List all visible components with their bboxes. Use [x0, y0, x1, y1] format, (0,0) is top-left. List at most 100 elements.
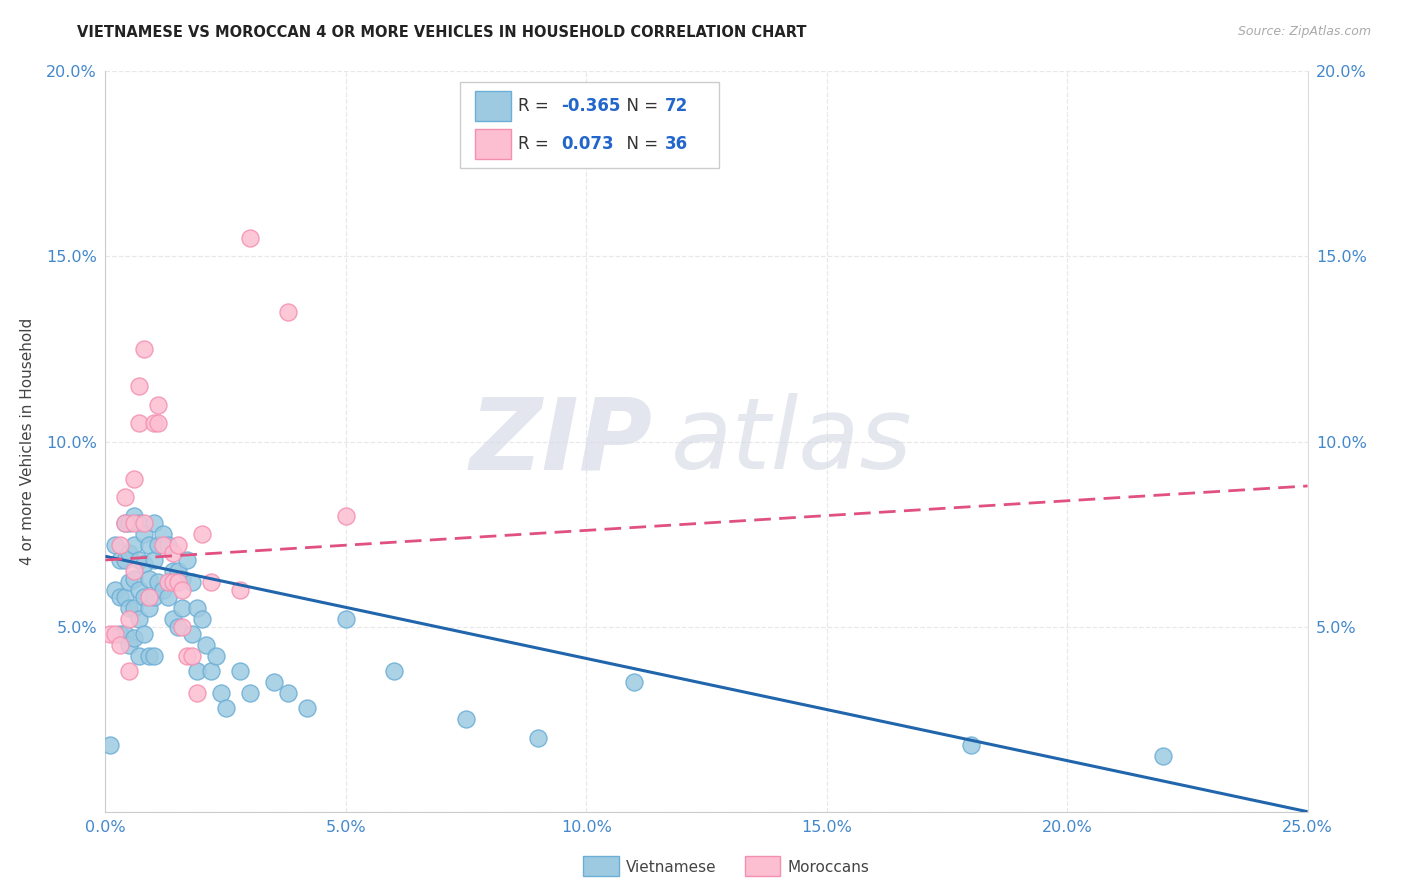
Point — [623, 675, 645, 690]
Point — [108, 590, 131, 604]
Point — [190, 527, 212, 541]
Point — [118, 638, 141, 652]
Point — [124, 472, 146, 486]
Point — [162, 564, 184, 578]
Point — [138, 538, 160, 552]
Point — [128, 649, 150, 664]
Point — [118, 575, 141, 590]
Text: Moroccans: Moroccans — [787, 860, 869, 874]
Point — [118, 664, 141, 678]
Point — [186, 601, 208, 615]
Text: 36: 36 — [665, 135, 688, 153]
Point — [166, 575, 188, 590]
Point — [142, 649, 165, 664]
Point — [128, 612, 150, 626]
Point — [166, 564, 188, 578]
Point — [142, 416, 165, 430]
Text: 72: 72 — [665, 97, 688, 115]
Point — [172, 601, 194, 615]
Point — [456, 712, 478, 726]
Point — [114, 553, 136, 567]
FancyBboxPatch shape — [474, 91, 510, 120]
Point — [104, 582, 127, 597]
Point — [114, 627, 136, 641]
FancyBboxPatch shape — [460, 82, 718, 168]
Point — [124, 572, 146, 586]
Point — [108, 638, 131, 652]
Point — [239, 231, 262, 245]
Point — [124, 564, 146, 578]
Point — [98, 627, 121, 641]
Point — [118, 516, 141, 530]
Point — [205, 649, 228, 664]
Point — [186, 664, 208, 678]
Point — [118, 601, 141, 615]
Point — [181, 627, 204, 641]
Point — [124, 601, 146, 615]
Point — [128, 379, 150, 393]
Point — [181, 649, 204, 664]
Point — [124, 508, 146, 523]
Point — [98, 738, 121, 752]
Point — [200, 664, 222, 678]
Point — [142, 553, 165, 567]
Point — [114, 590, 136, 604]
Point — [156, 575, 179, 590]
Point — [124, 516, 146, 530]
Point — [335, 508, 357, 523]
Text: N =: N = — [616, 135, 664, 153]
Point — [162, 575, 184, 590]
Point — [382, 664, 405, 678]
Text: Source: ZipAtlas.com: Source: ZipAtlas.com — [1237, 25, 1371, 38]
Point — [132, 527, 155, 541]
Point — [142, 516, 165, 530]
Point — [114, 516, 136, 530]
Point — [172, 582, 194, 597]
Point — [239, 686, 262, 700]
Text: Vietnamese: Vietnamese — [626, 860, 716, 874]
Point — [128, 416, 150, 430]
Point — [128, 582, 150, 597]
Point — [277, 686, 299, 700]
Point — [152, 527, 174, 541]
Text: ZIP: ZIP — [470, 393, 652, 490]
Text: -0.365: -0.365 — [561, 97, 620, 115]
Point — [166, 538, 188, 552]
Point — [104, 627, 127, 641]
Point — [138, 601, 160, 615]
Text: VIETNAMESE VS MOROCCAN 4 OR MORE VEHICLES IN HOUSEHOLD CORRELATION CHART: VIETNAMESE VS MOROCCAN 4 OR MORE VEHICLE… — [77, 25, 807, 40]
Point — [118, 612, 141, 626]
Point — [527, 731, 550, 745]
Point — [124, 631, 146, 645]
Point — [166, 619, 188, 633]
Point — [148, 575, 170, 590]
Point — [181, 575, 204, 590]
Point — [172, 619, 194, 633]
Text: N =: N = — [616, 97, 664, 115]
Point — [104, 538, 127, 552]
Point — [138, 649, 160, 664]
Point — [176, 649, 198, 664]
Point — [142, 590, 165, 604]
Point — [132, 590, 155, 604]
Point — [186, 686, 208, 700]
Y-axis label: 4 or more Vehicles in Household: 4 or more Vehicles in Household — [20, 318, 35, 566]
Point — [229, 582, 252, 597]
Point — [124, 538, 146, 552]
Point — [108, 627, 131, 641]
Point — [108, 553, 131, 567]
Point — [114, 490, 136, 504]
Point — [195, 638, 218, 652]
Point — [263, 675, 285, 690]
Point — [132, 557, 155, 571]
Point — [156, 590, 179, 604]
Point — [209, 686, 232, 700]
Point — [176, 553, 198, 567]
Point — [152, 582, 174, 597]
Point — [118, 545, 141, 560]
Point — [114, 516, 136, 530]
Point — [214, 701, 236, 715]
Point — [148, 416, 170, 430]
Text: R =: R = — [517, 135, 560, 153]
Point — [960, 738, 983, 752]
